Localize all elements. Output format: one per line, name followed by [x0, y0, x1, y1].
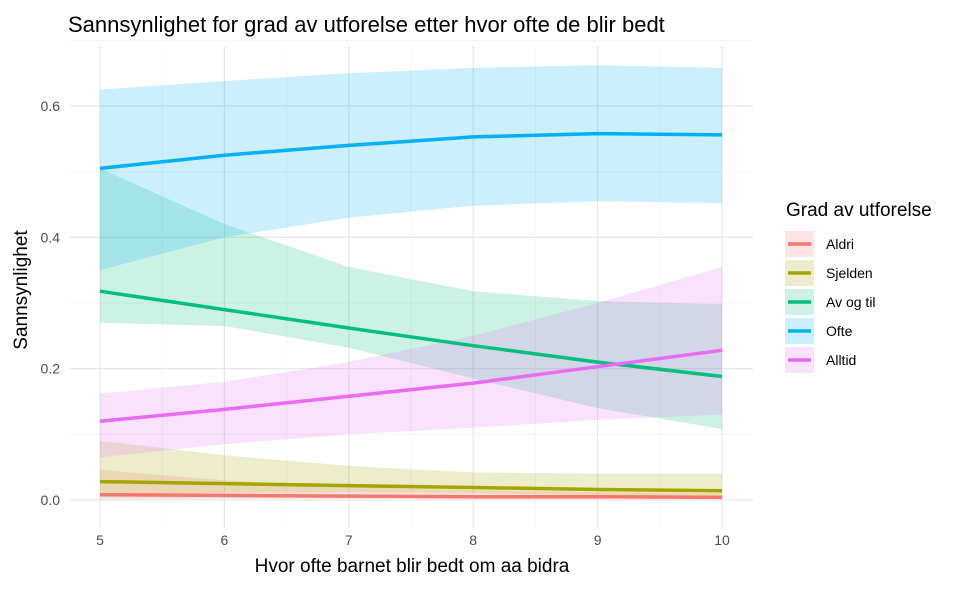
line-ofte	[99, 131, 723, 171]
band-ofte	[100, 65, 722, 271]
y-tick-label: 0.4	[41, 229, 61, 245]
legend-label: Sjelden	[826, 265, 873, 281]
legend-item-aldri: Aldri	[785, 231, 854, 257]
legend: Grad av utforelse Aldri Sjelden Av og til O…	[785, 200, 932, 373]
y-tick-label: 0.2	[41, 361, 61, 377]
y-tick-label: 0.0	[41, 492, 61, 508]
legend-label: Av og til	[826, 294, 876, 310]
x-axis-title: Hvor ofte barnet blir bedt om aa bidra	[255, 556, 570, 577]
x-tick-label: 9	[594, 532, 602, 548]
series-lines	[99, 131, 723, 500]
x-tick-label: 10	[714, 532, 730, 548]
x-tick-label: 7	[345, 532, 353, 548]
x-tick-label: 6	[221, 532, 229, 548]
tick-labels: 0.0 0.2 0.4 0.6 5 6 7 8 9 10	[41, 98, 730, 548]
legend-label: Aldri	[826, 236, 854, 252]
legend-items: Aldri Sjelden Av og til Ofte Alltid	[785, 231, 876, 373]
legend-item-sjelden: Sjelden	[785, 260, 873, 286]
legend-item-av-og-til: Av og til	[785, 289, 876, 315]
band-aldri	[100, 469, 722, 500]
x-tick-label: 5	[96, 532, 104, 548]
legend-item-alltid: Alltid	[785, 347, 856, 373]
band-av-og-til	[100, 168, 722, 430]
legend-label: Ofte	[826, 323, 853, 339]
line-sjelden	[99, 479, 723, 493]
legend-item-ofte: Ofte	[785, 318, 853, 344]
line-alltid	[99, 348, 723, 423]
x-tick-label: 8	[469, 532, 477, 548]
legend-label: Alltid	[826, 352, 856, 368]
y-tick-label: 0.6	[41, 98, 61, 114]
band-alltid	[100, 266, 722, 458]
line-aldri	[99, 492, 723, 500]
y-axis-title: Sannsynlighet	[11, 230, 32, 350]
grid-layer	[70, 39, 753, 528]
legend-title: Grad av utforelse	[786, 200, 932, 221]
chart-title: Sannsynlighet for grad av utforelse ette…	[68, 12, 665, 37]
